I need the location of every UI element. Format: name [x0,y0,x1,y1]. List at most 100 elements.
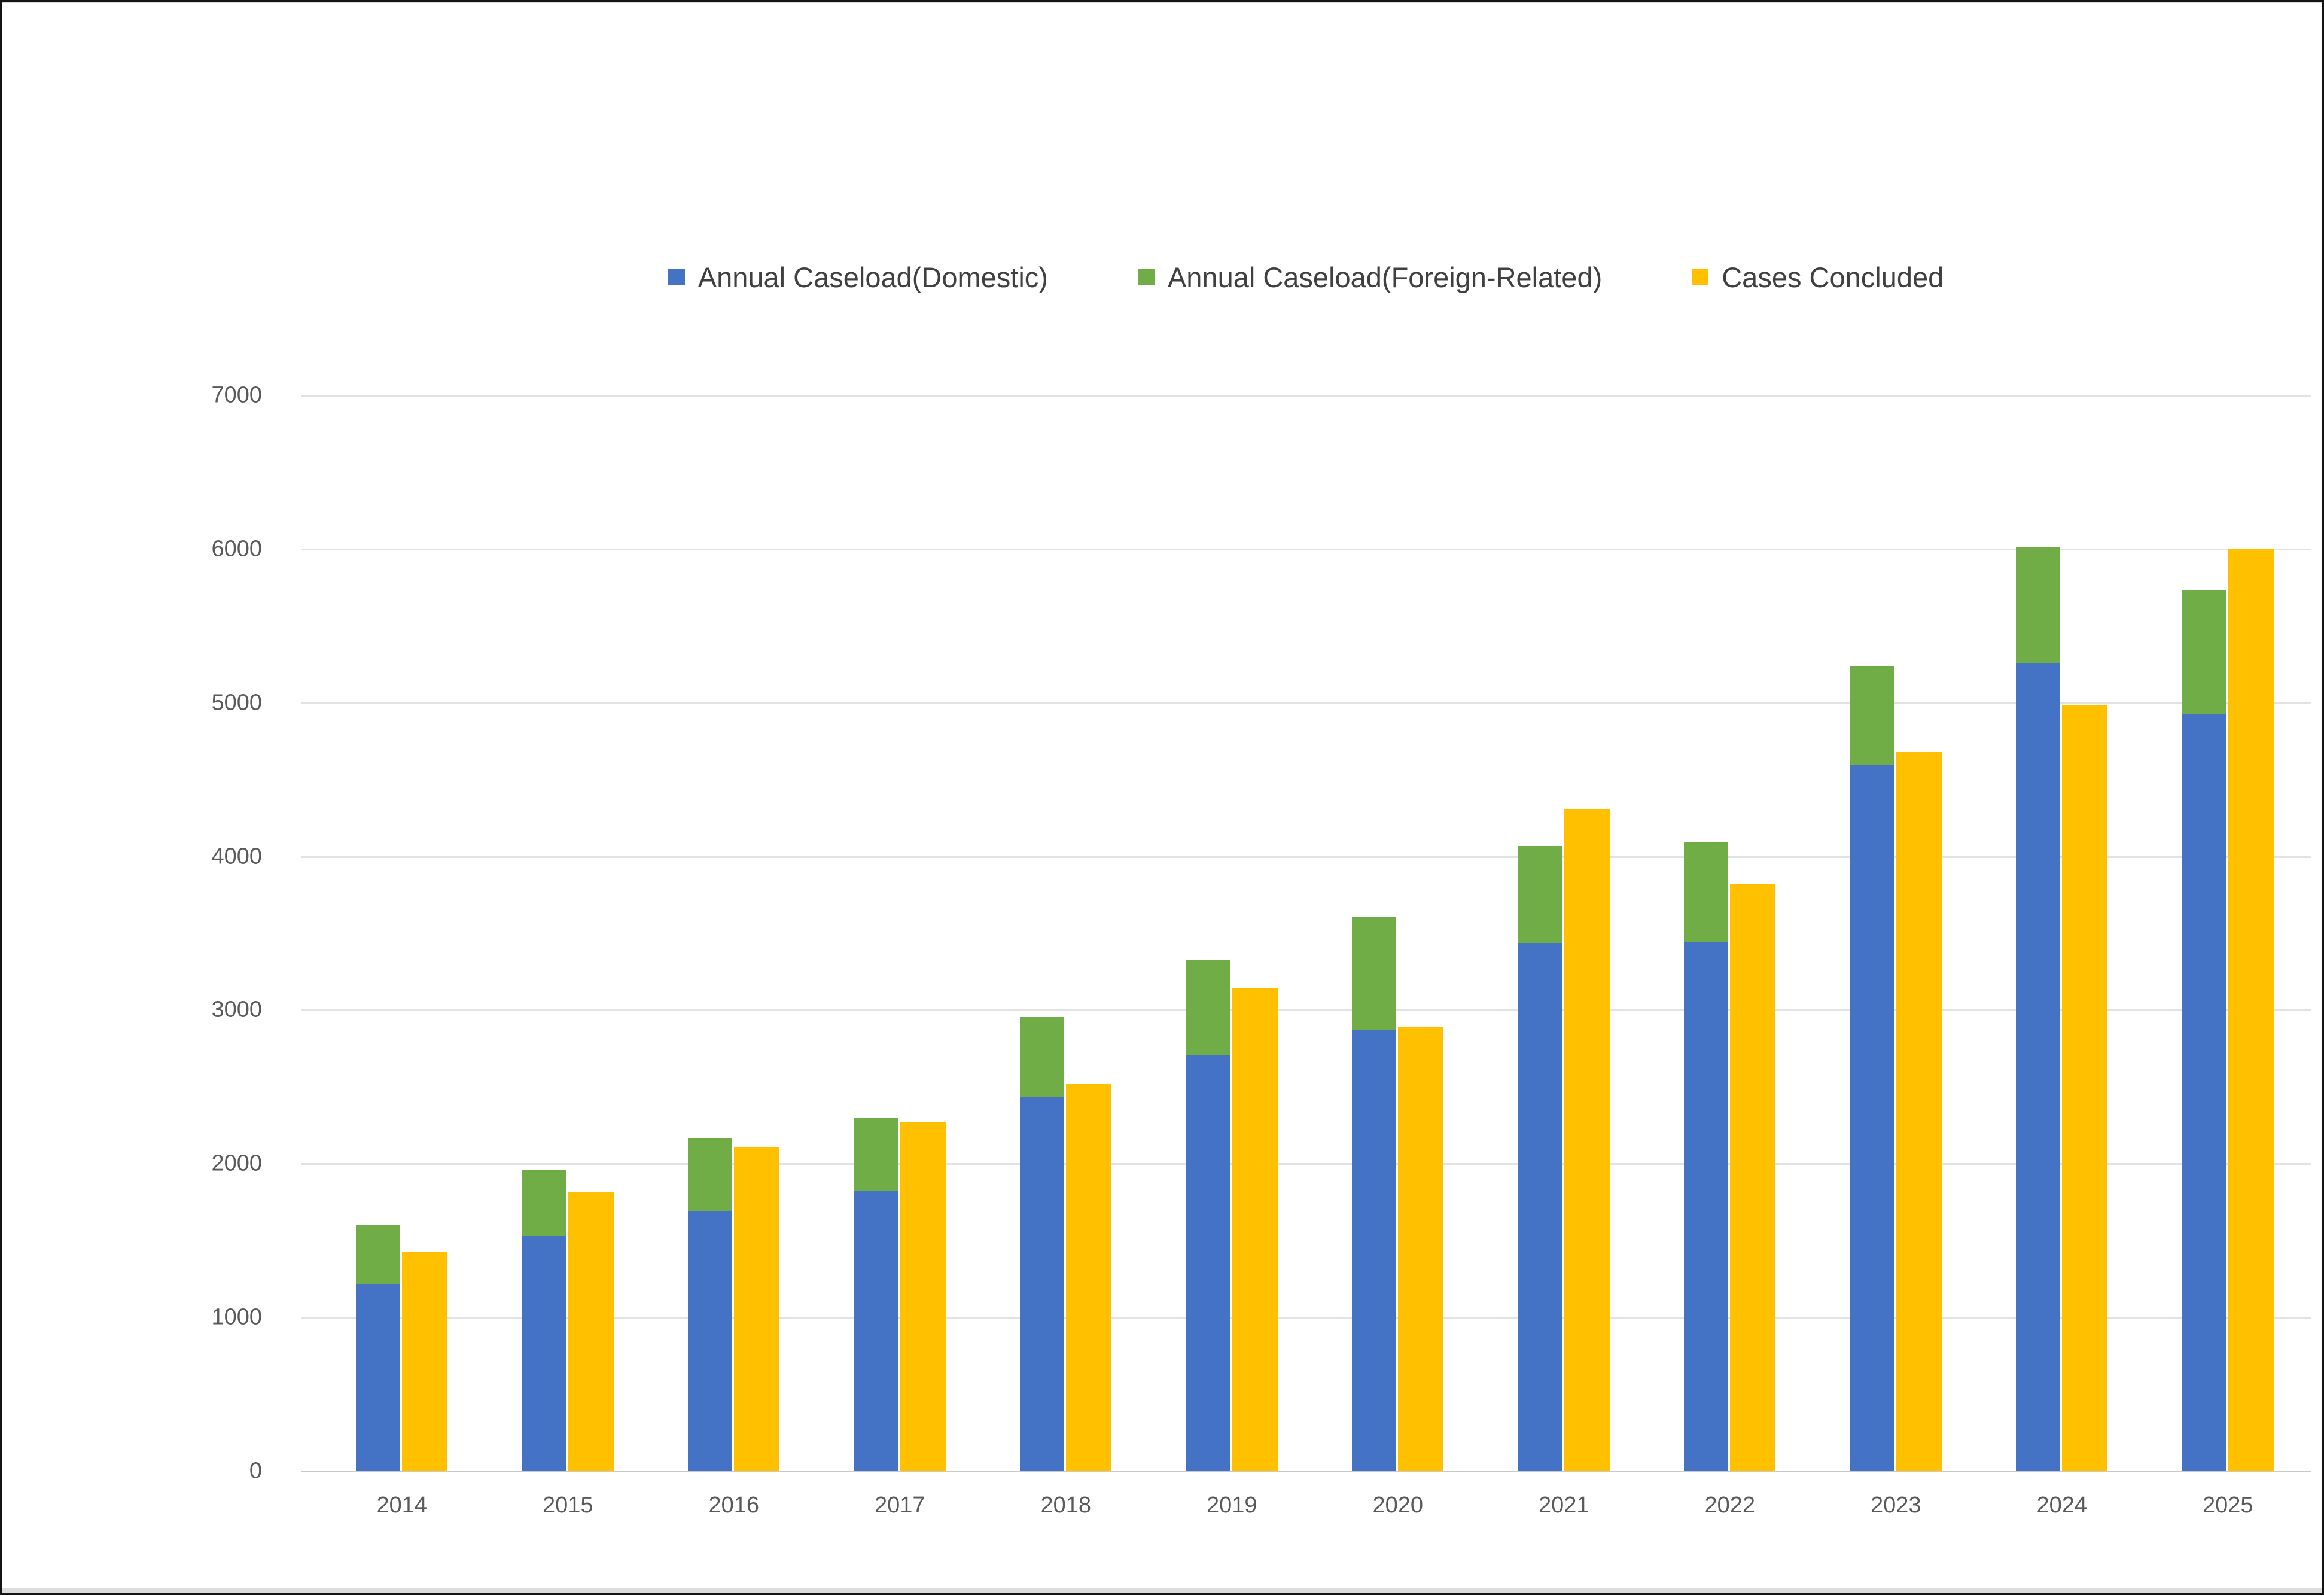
legend-item-0[interactable]: Annual Caseload(Domestic) [668,261,1048,294]
legend-label: Cases Concluded [1722,261,1944,293]
bars-layer [319,395,2311,1471]
legend-swatch-icon [1137,269,1155,285]
stacked-caseload-bar [1850,666,1894,1471]
bar-foreign-related-2025[interactable] [2182,590,2226,714]
x-tick-label-2023: 2023 [1870,1493,1921,1518]
stacked-caseload-bar [522,1170,566,1471]
x-axis-line [301,1471,2311,1472]
bar-cases-concluded-2025[interactable] [2228,549,2274,1471]
bar-foreign-related-2022[interactable] [1684,842,1729,943]
stacked-caseload-bar [356,1225,401,1471]
bar-foreign-related-2014[interactable] [356,1225,401,1284]
y-tick-label: 0 [249,1458,262,1484]
bar-domestic-2014[interactable] [356,1283,401,1471]
x-tick-label-2015: 2015 [542,1493,593,1518]
bar-cases-concluded-2020[interactable] [1398,1027,1444,1471]
legend-label: Annual Caseload(Domestic) [697,261,1048,293]
bar-foreign-related-2021[interactable] [1518,845,1562,943]
bar-foreign-related-2015[interactable] [522,1170,566,1237]
bar-foreign-related-2016[interactable] [688,1137,733,1211]
x-tick-label-2025: 2025 [2202,1493,2253,1518]
bar-cases-concluded-2015[interactable] [568,1192,614,1471]
legend-item-1[interactable]: Annual Caseload(Foreign-Related) [1137,261,1603,294]
legend-swatch-icon [1692,269,1709,285]
legend-label: Annual Caseload(Foreign-Related) [1167,261,1603,293]
legend-swatch-icon [668,269,685,285]
bar-foreign-related-2023[interactable] [1850,666,1894,765]
bar-cases-concluded-2023[interactable] [1896,751,1942,1471]
stacked-caseload-bar [1518,845,1562,1471]
stacked-caseload-bar [1684,842,1729,1471]
bar-cases-concluded-2014[interactable] [402,1251,448,1471]
bar-cases-concluded-2019[interactable] [1232,988,1278,1471]
bar-foreign-related-2017[interactable] [854,1118,898,1191]
bar-group-2018 [983,395,1149,1471]
top-hairline [2,2,2322,3]
gridline-1000 [301,1317,2311,1319]
x-tick-label-2016: 2016 [708,1493,760,1518]
x-tick-label-2020: 2020 [1372,1493,1424,1518]
legend-item-2[interactable]: Cases Concluded [1692,261,1944,294]
x-tick-label-2017: 2017 [874,1493,925,1518]
gridline-4000 [301,856,2311,858]
bar-group-2022 [1647,395,1813,1471]
stacked-caseload-bar [854,1118,898,1471]
bar-cases-concluded-2017[interactable] [900,1122,946,1471]
bar-group-2015 [485,395,651,1471]
gridline-2000 [301,1163,2311,1165]
bar-cases-concluded-2021[interactable] [1564,809,1610,1471]
bar-group-2023 [1813,395,1979,1471]
x-tick-label-2022: 2022 [1704,1493,1756,1518]
stacked-caseload-bar [688,1137,733,1471]
bar-domestic-2017[interactable] [854,1191,898,1471]
bar-domestic-2023[interactable] [1850,765,1894,1471]
bar-domestic-2024[interactable] [2016,662,2061,1471]
bar-domestic-2018[interactable] [1020,1097,1065,1471]
bar-domestic-2021[interactable] [1518,943,1562,1471]
bar-domestic-2022[interactable] [1684,942,1729,1471]
bar-foreign-related-2024[interactable] [2016,547,2061,663]
gridline-3000 [301,1009,2311,1012]
bar-group-2014 [319,395,485,1471]
bar-cases-concluded-2022[interactable] [1730,884,1776,1471]
bar-group-2025 [2145,395,2311,1471]
y-tick-label: 4000 [211,844,262,869]
bar-group-2020 [1315,395,1481,1471]
bar-group-2024 [1979,395,2145,1471]
x-tick-label-2014: 2014 [376,1493,428,1518]
y-tick-label: 1000 [211,1304,262,1330]
x-tick-label-2024: 2024 [2036,1493,2088,1518]
bar-foreign-related-2018[interactable] [1020,1017,1065,1097]
bar-group-2019 [1149,395,1315,1471]
bar-foreign-related-2019[interactable] [1186,959,1230,1055]
bar-domestic-2019[interactable] [1186,1054,1230,1471]
stacked-caseload-bar [1186,959,1230,1471]
bar-domestic-2025[interactable] [2182,714,2226,1471]
chart-legend: Annual Caseload(Domestic) Annual Caseload… [301,259,2311,295]
bar-domestic-2020[interactable] [1352,1029,1397,1471]
x-tick-label-2019: 2019 [1206,1493,1257,1518]
bar-domestic-2015[interactable] [522,1236,566,1471]
stacked-caseload-bar [1352,916,1397,1471]
bar-domestic-2016[interactable] [688,1210,733,1471]
bar-foreign-related-2020[interactable] [1352,916,1397,1030]
x-tick-label-2021: 2021 [1538,1493,1589,1518]
y-tick-label: 3000 [211,997,262,1022]
bottom-band [2,1588,2322,1593]
gridline-6000 [301,548,2311,550]
bar-group-2016 [651,395,817,1471]
bar-cases-concluded-2016[interactable] [734,1147,780,1471]
stacked-caseload-bar [2182,590,2226,1471]
gridline-5000 [301,702,2311,704]
y-tick-label: 6000 [211,536,262,562]
x-axis-tick-labels: 2014 2015 2016 2017 2018 2019 2020 2021 2022 2023… [319,1493,2311,1518]
x-tick-label-2018: 2018 [1040,1493,1092,1518]
bar-group-2017 [817,395,983,1471]
y-tick-label: 2000 [211,1150,262,1176]
bar-cases-concluded-2024[interactable] [2062,705,2108,1471]
y-tick-label: 5000 [211,690,262,716]
bar-cases-concluded-2018[interactable] [1066,1083,1112,1471]
plot-area: 0 1000 2000 3000 4000 5000 6000 7000 [211,383,2311,1484]
y-tick-label: 7000 [211,382,262,408]
